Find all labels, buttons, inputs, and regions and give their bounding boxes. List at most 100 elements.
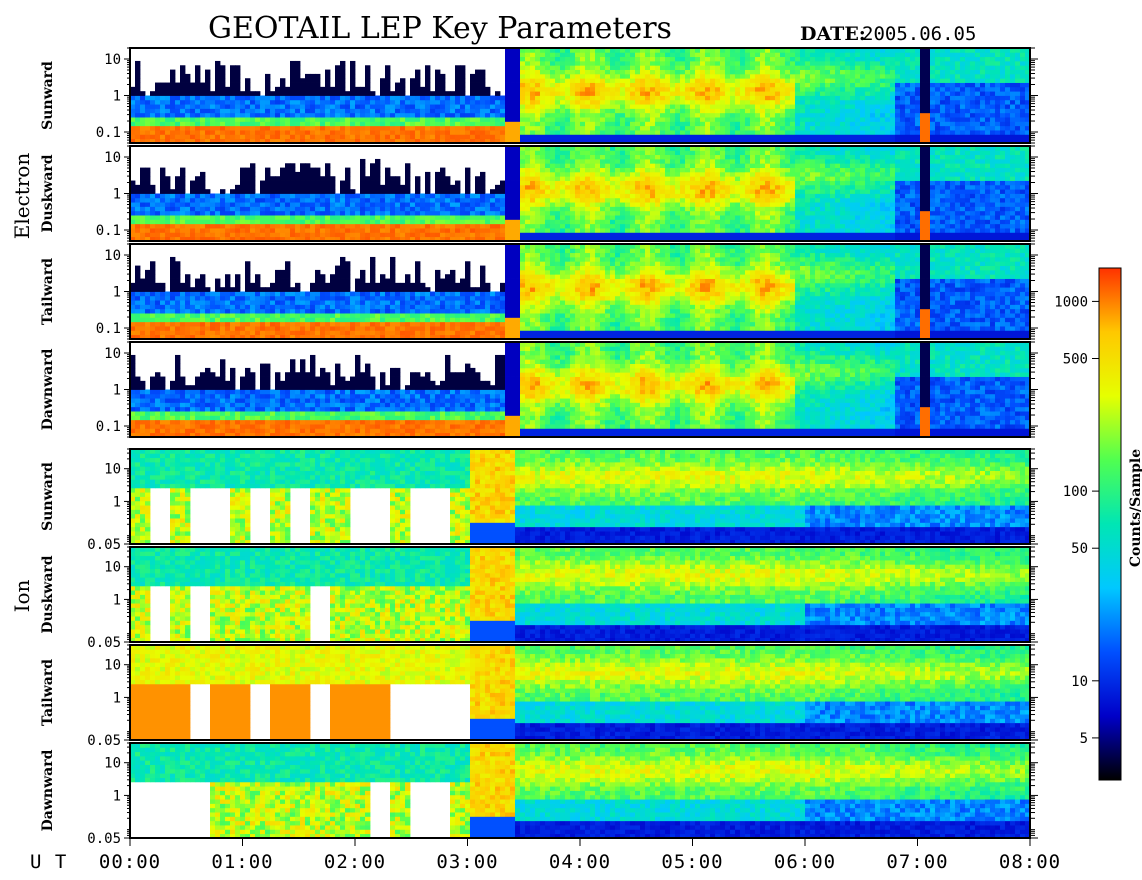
heatmap-cell: [710, 91, 716, 96]
heatmap-cell: [830, 134, 836, 140]
heatmap-cell: [865, 86, 871, 92]
heatmap-cell: [575, 158, 581, 164]
heatmap-cell: [235, 86, 241, 92]
heatmap-cell: [1015, 138, 1021, 144]
heatmap-cell: [670, 82, 676, 88]
heatmap-cell: [940, 65, 946, 70]
heatmap-cell: [265, 176, 271, 181]
heatmap-cell: [735, 56, 741, 62]
heatmap-cell: [225, 104, 231, 109]
heatmap-cell: [585, 60, 591, 66]
heatmap-cell: [845, 52, 851, 58]
heatmap-cell: [530, 112, 536, 118]
heatmap-cell: [195, 78, 201, 83]
heatmap-cell: [410, 210, 416, 216]
heatmap-cell: [915, 91, 921, 96]
heatmap-cell: [825, 91, 831, 96]
heatmap-cell: [585, 154, 591, 160]
heatmap-cell: [300, 82, 306, 88]
heatmap-cell: [795, 73, 801, 79]
heatmap-cell: [935, 82, 941, 88]
heatmap-cell: [730, 95, 736, 101]
heatmap-cell: [755, 82, 761, 88]
heatmap-cell: [165, 95, 171, 101]
heatmap-cell: [300, 78, 306, 83]
heatmap-cell: [485, 86, 491, 92]
heatmap-cell: [165, 138, 171, 144]
heatmap-cell: [950, 73, 956, 79]
heatmap-cell: [540, 228, 546, 233]
heatmap-cell: [185, 78, 191, 83]
heatmap-cell: [335, 73, 341, 79]
heatmap-cell: [375, 99, 381, 105]
heatmap-cell: [360, 223, 366, 229]
heatmap-cell: [435, 99, 441, 105]
heatmap-cell: [360, 219, 366, 225]
heatmap-cell: [395, 228, 401, 233]
heatmap-cell: [710, 56, 716, 62]
heatmap-cell: [785, 95, 791, 101]
heatmap-cell: [360, 86, 366, 92]
heatmap-cell: [470, 232, 476, 238]
heatmap-cell: [470, 104, 476, 109]
heatmap-cell: [540, 189, 546, 194]
heatmap-cell: [580, 91, 586, 96]
heatmap-cell: [315, 189, 321, 194]
heatmap-cell: [420, 95, 426, 101]
heatmap-cell: [380, 206, 386, 212]
heatmap-cell: [840, 138, 846, 144]
heatmap-cell: [500, 121, 506, 127]
heatmap-cell: [575, 82, 581, 88]
heatmap-cell: [130, 228, 136, 233]
heatmap-cell: [145, 130, 151, 135]
heatmap-cell: [210, 228, 216, 233]
heatmap-cell: [410, 215, 416, 220]
heatmap-cell: [555, 197, 561, 203]
heatmap-cell: [420, 206, 426, 212]
heatmap-cell: [575, 189, 581, 194]
heatmap-cell: [330, 112, 336, 118]
heatmap-cell: [805, 112, 811, 118]
heatmap-cell: [915, 48, 921, 53]
heatmap-cell: [535, 125, 541, 131]
heatmap-cell: [895, 134, 901, 140]
heatmap-cell: [325, 223, 331, 229]
heatmap-cell: [550, 184, 556, 190]
heatmap-cell: [295, 91, 301, 96]
heatmap-cell: [865, 56, 871, 62]
heatmap-cell: [345, 232, 351, 238]
heatmap-cell: [410, 232, 416, 238]
heatmap-cell: [580, 108, 586, 114]
heatmap-cell: [380, 193, 386, 199]
heatmap-cell: [200, 236, 206, 242]
heatmap-cell: [660, 95, 666, 101]
heatmap-cell: [585, 197, 591, 203]
heatmap-cell: [370, 184, 376, 190]
heatmap-cell: [565, 108, 571, 114]
heatmap-cell: [775, 108, 781, 114]
heatmap-cell: [265, 228, 271, 233]
heatmap-cell: [180, 232, 186, 238]
heatmap-cell: [370, 228, 376, 233]
heatmap-cell: [150, 206, 156, 212]
heatmap-cell: [680, 112, 686, 118]
heatmap-cell: [495, 95, 501, 101]
heatmap-cell: [345, 104, 351, 109]
heatmap-cell: [455, 91, 461, 96]
heatmap-cell: [315, 121, 321, 127]
heatmap-cell: [595, 112, 601, 118]
heatmap-cell: [470, 117, 476, 122]
heatmap-cell: [620, 82, 626, 88]
heatmap-cell: [445, 210, 451, 216]
heatmap-cell: [955, 73, 961, 79]
heatmap-cell: [350, 121, 356, 127]
heatmap-cell: [270, 125, 276, 131]
heatmap-cell: [285, 99, 291, 105]
heatmap-cell: [545, 150, 551, 156]
heatmap-cell: [665, 130, 671, 135]
heatmap-cell: [970, 104, 976, 109]
heatmap-cell: [830, 95, 836, 101]
heatmap-cell: [880, 130, 886, 135]
heatmap-cell: [975, 125, 981, 131]
heatmap-cell: [650, 112, 656, 118]
